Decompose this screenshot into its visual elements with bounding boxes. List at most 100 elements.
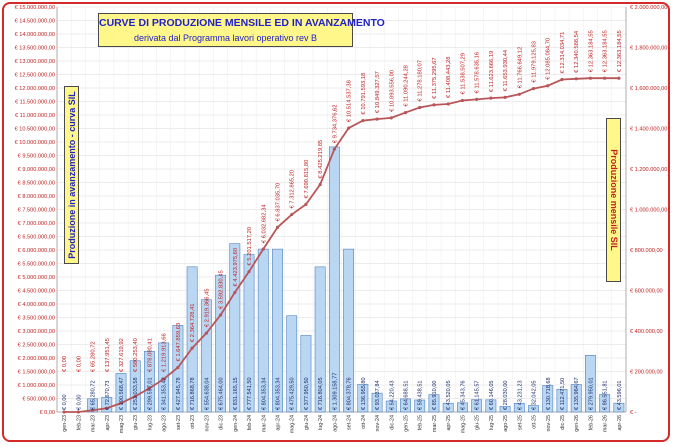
- bar-mar-26: [599, 394, 611, 413]
- bar-ago-23: [158, 342, 170, 413]
- bar-ott-23: [186, 266, 198, 413]
- cumulative-value-label: € 6.032.682,34: [261, 204, 267, 243]
- bar-lug-25: [485, 399, 497, 413]
- right-axis-tick-label: € 800.000,00: [630, 248, 663, 254]
- right-axis-tick-label: € 200.000,00: [630, 370, 663, 376]
- cumulative-value-label: € 7.312.865,20: [290, 170, 296, 209]
- right-axis-tick-label: € 1.000.000,00: [630, 208, 667, 214]
- x-axis-tick-label: giu-24: [304, 415, 310, 430]
- chart-title-box: CURVE DI PRODUZIONE MENSILE ED IN AVANZA…: [98, 13, 385, 47]
- cumulative-point-dic-24: [389, 116, 393, 120]
- cumulative-value-label: € 3.592.830,45: [219, 270, 225, 309]
- cumulative-point-nov-25: [546, 84, 550, 88]
- right-axis-tick-label: € 1.800.000,00: [630, 46, 667, 52]
- x-axis-tick-label: mag-25: [460, 415, 466, 433]
- x-axis-ticks: gen-23 feb-23 mar-23 apr-23 mag-23 giu-23 lug-…: [62, 415, 623, 433]
- bar-value-label: € 279.950,01: [588, 377, 594, 410]
- cumulative-point-lug-25: [489, 96, 493, 100]
- left-axis-tick-label: € 2.000.000,00: [18, 356, 55, 362]
- left-axis-tick-label: € 4.500.000,00: [18, 289, 55, 295]
- x-axis-tick-label: set-24: [347, 415, 353, 430]
- left-axis-tick-label: € 5.000.000,00: [18, 275, 55, 281]
- bar-feb-26: [585, 355, 596, 413]
- left-axis-tick-label: € 10.000.000,00: [15, 140, 55, 146]
- bar-value-label: € 0,00: [62, 394, 68, 410]
- right-axis-tick-label: € 400.000,00: [630, 329, 663, 335]
- cumulative-value-label: € 327.619,92: [119, 338, 125, 372]
- x-axis-tick-label: mar-24: [261, 415, 267, 432]
- bar-apr-24: [272, 248, 283, 413]
- cumulative-value-label: € 4.423.975,60: [233, 248, 239, 287]
- x-axis-tick-label: apr-25: [446, 415, 452, 431]
- bar-value-label: € 0,00: [76, 394, 82, 410]
- x-axis-tick-label: feb-25: [418, 415, 424, 430]
- cumulative-point-mag-25: [460, 98, 465, 103]
- cumulative-point-nov-23: [204, 331, 208, 335]
- left-axis-tick-label: € 2.500.000,00: [18, 343, 55, 349]
- left-axis-tick-label: € 4.000.000,00: [18, 302, 55, 308]
- cumulative-point-feb-26: [588, 76, 593, 80]
- bar-gen-25: [400, 398, 411, 413]
- bar-value-label: € 716.868,78: [190, 377, 196, 410]
- x-axis-tick-label: feb-23: [76, 415, 82, 430]
- x-axis-tick-label: feb-26: [588, 415, 594, 430]
- cumulative-point-ago-23: [162, 377, 166, 381]
- right-axis-label-box: Produzione mensile SIL: [606, 118, 621, 282]
- cumulative-point-mar-26: [603, 76, 607, 80]
- x-axis-tick-label: dic-23: [219, 415, 225, 430]
- bar-ott-25: [528, 405, 539, 413]
- grid-lines: [56, 6, 627, 413]
- cumulative-data-labels: € 0,00 € 0,00 € 65.280,72 € 137.951,45 € 327…: [62, 30, 623, 372]
- cumulative-value-label: € 10.893.556,00: [389, 70, 395, 112]
- bar-value-label: € 804.378,76: [347, 377, 353, 410]
- x-axis-tick-label: ott-24: [361, 415, 367, 429]
- cumulative-value-label: € 11.408.443,28: [446, 56, 452, 97]
- cumulative-value-label: € 137.951,45: [105, 338, 111, 372]
- bar-value-label: € 136.955,80: [361, 377, 367, 410]
- left-axis-ticks: € 0,00 € 500.000,00 € 1.000.000,00 € 1.500.…: [15, 5, 55, 416]
- bar-value-label: € 804.353,34: [275, 377, 281, 410]
- cumulative-value-label: € 10.849.327,57: [375, 71, 381, 113]
- cumulative-value-label: € 2.919.366,45: [204, 288, 210, 327]
- x-axis-tick-label: gen-25: [404, 415, 410, 432]
- x-axis-tick-label: nov-23: [204, 415, 210, 431]
- cumulative-value-label: € 11.653.930,44: [503, 49, 509, 91]
- left-axis-label-box: Produzione in avanzamento - curva SIL: [64, 86, 79, 264]
- left-axis-tick-label: € 3.000.000,00: [18, 329, 55, 335]
- bar-mar-23: [87, 398, 98, 413]
- cumulative-point-mag-23: [119, 401, 123, 405]
- bar-value-label: € 130.718,68: [546, 377, 552, 410]
- cumulative-value-label: € 1.219.913,66: [162, 333, 168, 372]
- x-axis-tick-label: dic-24: [389, 415, 395, 430]
- chart-title: CURVE DI PRODUZIONE MENSILE ED IN AVANZA…: [99, 17, 385, 29]
- bar-value-label: € 253.033,58: [133, 377, 139, 410]
- cumulative-value-label: € 0,00: [76, 356, 82, 372]
- x-axis-tick-label: mar-25: [432, 415, 438, 432]
- left-axis-tick-label: € 14.000.000,00: [15, 32, 55, 38]
- bar-value-label: € 54.220,43: [389, 380, 395, 410]
- cumulative-value-label: € 11.979.125,83: [532, 41, 538, 82]
- right-axis-tick-label: € 600.000,00: [630, 289, 663, 295]
- cumulative-value-label: € 6.837.035,70: [275, 183, 281, 222]
- left-axis-tick-label: € 6.500.000,00: [18, 235, 55, 241]
- bar-value-label: € 135.964,67: [574, 377, 580, 410]
- cumulative-value-label: € 11.278.180,07: [418, 60, 424, 101]
- bar-mar-25: [428, 394, 440, 413]
- x-axis-tick-label: mar-23: [91, 415, 97, 432]
- cumulative-point-giu-23: [133, 394, 137, 398]
- x-axis-tick-label: gen-23: [62, 415, 68, 432]
- cumulative-point-lug-24: [318, 182, 322, 187]
- bar-value-label: € 65.280,72: [91, 380, 97, 410]
- bar-value-label: € 85.910,00: [432, 380, 438, 410]
- cumulative-value-label: € 12.363.184,55: [588, 30, 594, 72]
- bar-value-label: € 72.670,73: [105, 380, 111, 410]
- cumulative-point-set-24: [347, 126, 351, 130]
- left-axis-tick-label: € 7.500.000,00: [18, 208, 55, 214]
- x-axis-tick-label: nov-25: [546, 415, 552, 431]
- bar-series: [87, 146, 625, 413]
- x-axis-tick-label: giu-25: [475, 415, 481, 430]
- x-axis-tick-label: ott-25: [532, 415, 538, 429]
- cumulative-value-label: € 878.080,41: [147, 338, 153, 372]
- bar-value-label: € 804.353,34: [261, 377, 267, 410]
